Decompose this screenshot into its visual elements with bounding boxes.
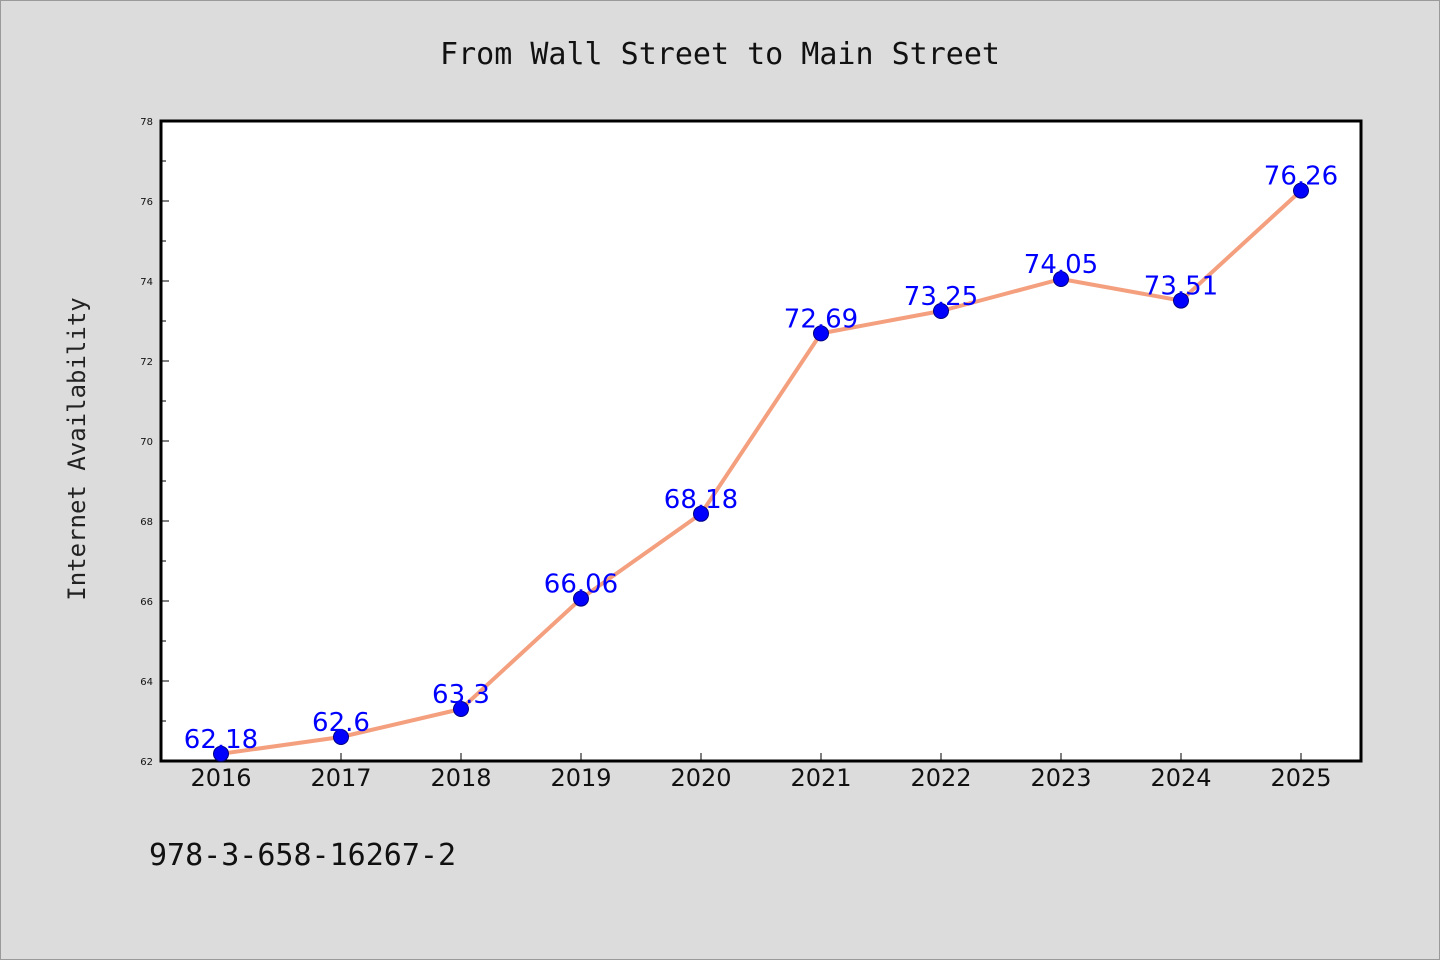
data-label: 62.18 (184, 725, 258, 755)
data-point (453, 701, 469, 717)
data-label: 66.06 (544, 570, 618, 600)
x-tick-label: 2025 (1270, 764, 1331, 792)
data-label: 62.6 (312, 708, 370, 738)
x-tick-label: 2020 (670, 764, 731, 792)
data-labels: 62.18 62.6 63.3 66.06 68.18 72.69 73.25 74.05 73… (184, 162, 1338, 755)
data-label: 63.3 (432, 680, 490, 710)
x-tick-label: 2017 (310, 764, 371, 792)
y-tick-label: 74 (140, 277, 153, 288)
x-axis-ticks: 2016 2017 2018 2019 2020 2021 2022 2023 2024 2025 (190, 753, 1332, 792)
data-point (333, 729, 349, 745)
series-line (219, 188, 1303, 756)
x-tick-label: 2024 (1150, 764, 1211, 792)
y-tick-label: 64 (140, 677, 153, 688)
data-label: 72.69 (784, 304, 858, 334)
data-label: 68.18 (664, 485, 738, 515)
x-tick-label: 2016 (190, 764, 251, 792)
data-label: 73.51 (1144, 272, 1218, 302)
x-tick-label: 2022 (910, 764, 971, 792)
data-series (213, 182, 1309, 762)
data-point (1053, 271, 1069, 287)
data-point (813, 325, 829, 342)
data-point (1173, 292, 1189, 309)
y-tick-label: 62 (140, 757, 153, 768)
y-tick-label: 72 (140, 357, 153, 368)
y-tick-label: 78 (140, 117, 153, 128)
x-tick-label: 2018 (430, 764, 491, 792)
data-label: 76.26 (1264, 162, 1338, 192)
plot-area (159, 119, 1363, 763)
y-axis-ticks: 62 64 66 68 70 72 74 76 78 (140, 117, 169, 768)
y-tick-label: 76 (140, 197, 153, 208)
data-label: 74.05 (1024, 250, 1098, 280)
data-point (1293, 182, 1309, 199)
x-tick-label: 2021 (790, 764, 851, 792)
y-tick-label: 66 (140, 597, 153, 608)
x-tick-label: 2019 (550, 764, 611, 792)
y-tick-label: 70 (140, 437, 153, 448)
data-point (573, 590, 589, 607)
x-tick-label: 2023 (1030, 764, 1091, 792)
y-tick-label: 68 (140, 517, 153, 528)
y-axis-label: Internet Availability (63, 297, 91, 600)
data-point (933, 303, 949, 319)
data-label: 73.25 (904, 282, 978, 312)
footnote-isbn: 978-3-658-16267-2 (149, 838, 456, 873)
data-point (693, 505, 709, 522)
data-point (213, 745, 229, 762)
chart-title: From Wall Street to Main Street (440, 37, 1000, 72)
